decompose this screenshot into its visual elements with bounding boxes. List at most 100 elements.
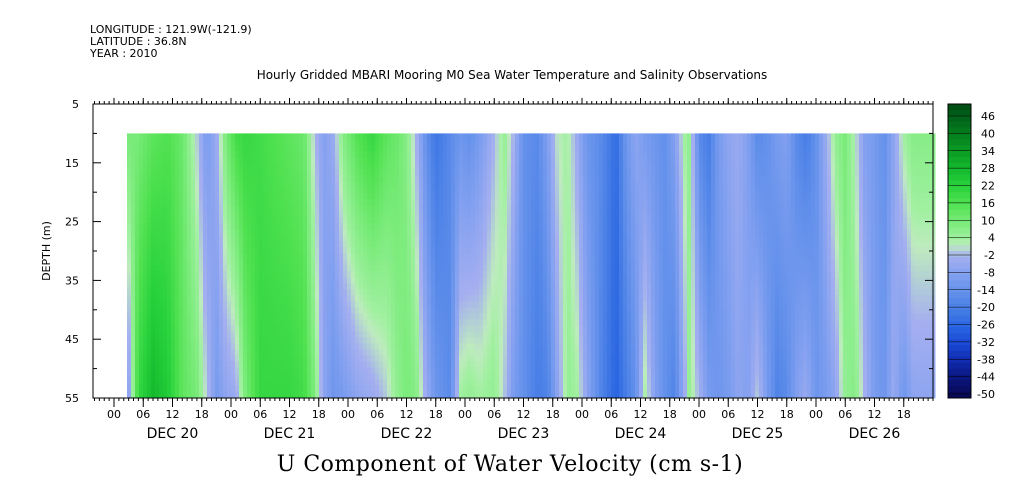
heatmap-cell	[351, 313, 356, 320]
heatmap-cell	[423, 223, 428, 230]
heatmap-cell	[355, 283, 360, 290]
heatmap-cell	[195, 271, 200, 278]
heatmap-cell	[367, 355, 372, 362]
heatmap-cell	[299, 145, 304, 152]
heatmap-cell	[343, 133, 348, 140]
heatmap-cell	[487, 355, 492, 362]
heatmap-cell	[519, 289, 524, 296]
heatmap-cell	[567, 301, 572, 308]
heatmap-cell	[243, 169, 248, 176]
heatmap-cell	[191, 373, 196, 380]
heatmap-cell	[287, 367, 292, 374]
heatmap-cell	[387, 331, 392, 338]
heatmap-cell	[323, 313, 328, 320]
heatmap-cell	[183, 391, 188, 398]
heatmap-cell	[167, 205, 172, 212]
heatmap-cell	[359, 163, 364, 170]
heatmap-cell	[171, 205, 176, 212]
heatmap-cell	[343, 151, 348, 158]
heatmap-cell	[151, 211, 156, 218]
heatmap-cell	[431, 379, 436, 386]
heatmap-cell	[487, 289, 492, 296]
heatmap-cell	[247, 163, 252, 170]
heatmap-cell	[315, 145, 320, 152]
heatmap-cell	[419, 289, 424, 296]
heatmap-cell	[267, 391, 272, 398]
heatmap-cell	[195, 259, 200, 266]
heatmap-cell	[211, 313, 216, 320]
heatmap-cell	[287, 223, 292, 230]
heatmap-cell	[315, 361, 320, 368]
heatmap-cell	[187, 163, 192, 170]
heatmap-cell	[491, 247, 496, 254]
heatmap-cell	[411, 295, 416, 302]
heatmap-cell	[435, 379, 440, 386]
heatmap-cell	[171, 211, 176, 218]
heatmap-cell	[147, 169, 152, 176]
heatmap-cell	[527, 277, 532, 284]
heatmap-cell	[143, 319, 148, 326]
heatmap-cell	[367, 307, 372, 314]
heatmap-cell	[279, 157, 284, 164]
heatmap-cell	[327, 313, 332, 320]
heatmap-cell	[431, 313, 436, 320]
heatmap-cell	[143, 391, 148, 398]
heatmap-cell	[423, 133, 428, 140]
heatmap-cell	[247, 193, 252, 200]
heatmap-cell	[199, 211, 204, 218]
heatmap-cell	[535, 193, 540, 200]
heatmap-cell	[155, 385, 160, 392]
heatmap-cell	[243, 373, 248, 380]
heatmap-cell	[251, 199, 256, 206]
heatmap-cell	[171, 235, 176, 242]
heatmap-cell	[331, 241, 336, 248]
heatmap-cell	[311, 217, 316, 224]
heatmap-cell	[475, 337, 480, 344]
heatmap-cell	[239, 295, 244, 302]
heatmap-cell	[363, 367, 368, 374]
heatmap-cell	[143, 145, 148, 152]
heatmap-cell	[491, 337, 496, 344]
heatmap-cell	[239, 247, 244, 254]
heatmap-cell	[447, 337, 452, 344]
heatmap-cell	[311, 331, 316, 338]
heatmap-cell	[427, 319, 432, 326]
heatmap-cell	[555, 151, 560, 158]
heatmap-cell	[283, 211, 288, 218]
heatmap-cell	[127, 319, 132, 326]
heatmap-cell	[203, 313, 208, 320]
heatmap-cell	[239, 175, 244, 182]
heatmap-cell	[335, 331, 340, 338]
heatmap-cell	[243, 343, 248, 350]
heatmap-cell	[459, 229, 464, 236]
heatmap-cell	[183, 253, 188, 260]
heatmap-cell	[551, 205, 556, 212]
heatmap-cell	[247, 265, 252, 272]
heatmap-cell	[527, 193, 532, 200]
heatmap-cell	[471, 139, 476, 146]
heatmap-cell	[399, 139, 404, 146]
heatmap-cell	[427, 223, 432, 230]
heatmap-cell	[523, 217, 528, 224]
heatmap-cell	[411, 325, 416, 332]
heatmap-cell	[187, 151, 192, 158]
heatmap-cell	[323, 229, 328, 236]
heatmap-cell	[263, 145, 268, 152]
heatmap-cell	[367, 133, 372, 140]
heatmap-cell	[187, 361, 192, 368]
heatmap-cell	[339, 133, 344, 140]
heatmap-cell	[347, 289, 352, 296]
heatmap-cell	[495, 163, 500, 170]
heatmap-cell	[143, 181, 148, 188]
heatmap-cell	[195, 253, 200, 260]
heatmap-cell	[251, 277, 256, 284]
heatmap-cell	[427, 289, 432, 296]
heatmap-cell	[295, 133, 300, 140]
heatmap-cell	[407, 235, 412, 242]
heatmap-cell	[499, 355, 504, 362]
heatmap-cell	[439, 283, 444, 290]
heatmap-cell	[211, 253, 216, 260]
heatmap-cell	[247, 211, 252, 218]
heatmap-cell	[543, 181, 548, 188]
heatmap-cell	[131, 217, 136, 224]
